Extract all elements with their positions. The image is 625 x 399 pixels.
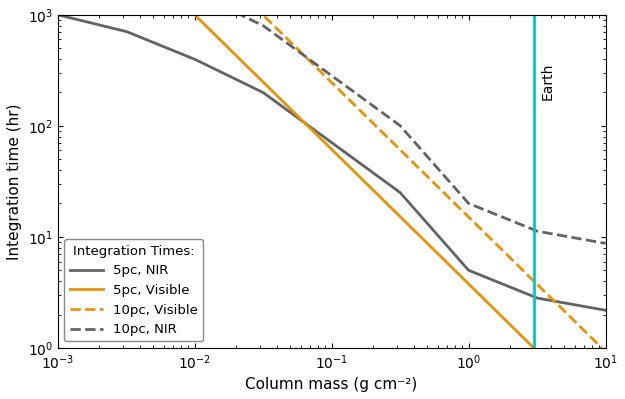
10pc, NIR [246,17,254,22]
5pc, NIR [491,279,499,283]
5pc, Visible [338,156,345,161]
10pc, Visible [406,156,413,161]
X-axis label: Column mass (g cm⁻²): Column mass (g cm⁻²) [246,377,418,392]
Line: 10pc, NIR: 10pc, NIR [222,6,606,243]
Y-axis label: Integration time (hr): Integration time (hr) [7,103,22,260]
5pc, NIR [110,26,118,31]
5pc, NIR [481,275,489,279]
Text: Earth: Earth [541,63,554,100]
5pc, NIR [602,308,609,313]
5pc, NIR [295,116,302,121]
10pc, Visible [444,194,451,199]
Line: 10pc, Visible: 10pc, Visible [254,6,602,348]
10pc, Visible [598,346,606,350]
10pc, Visible [444,194,452,199]
5pc, Visible [512,328,520,333]
10pc, Visible [498,247,506,252]
Line: 5pc, Visible: 5pc, Visible [186,6,534,348]
Legend: 5pc, NIR, 5pc, Visible, 10pc, Visible, 10pc, NIR: 5pc, NIR, 5pc, Visible, 10pc, Visible, 1… [64,239,203,342]
10pc, NIR [425,156,432,161]
5pc, Visible [376,194,383,199]
10pc, Visible [250,4,258,8]
5pc, NIR [430,229,437,233]
5pc, NIR [276,102,283,107]
5pc, Visible [430,247,437,252]
5pc, Visible [445,262,452,267]
10pc, NIR [602,241,609,246]
10pc, Visible [581,328,588,333]
10pc, NIR [262,26,270,30]
Line: 5pc, NIR: 5pc, NIR [58,15,606,310]
10pc, NIR [581,237,589,242]
5pc, Visible [376,195,384,200]
5pc, NIR [54,12,61,17]
10pc, Visible [513,262,521,267]
10pc, NIR [354,93,362,97]
10pc, NIR [524,225,531,230]
5pc, Visible [530,346,538,350]
5pc, Visible [182,4,190,9]
10pc, NIR [219,4,226,8]
